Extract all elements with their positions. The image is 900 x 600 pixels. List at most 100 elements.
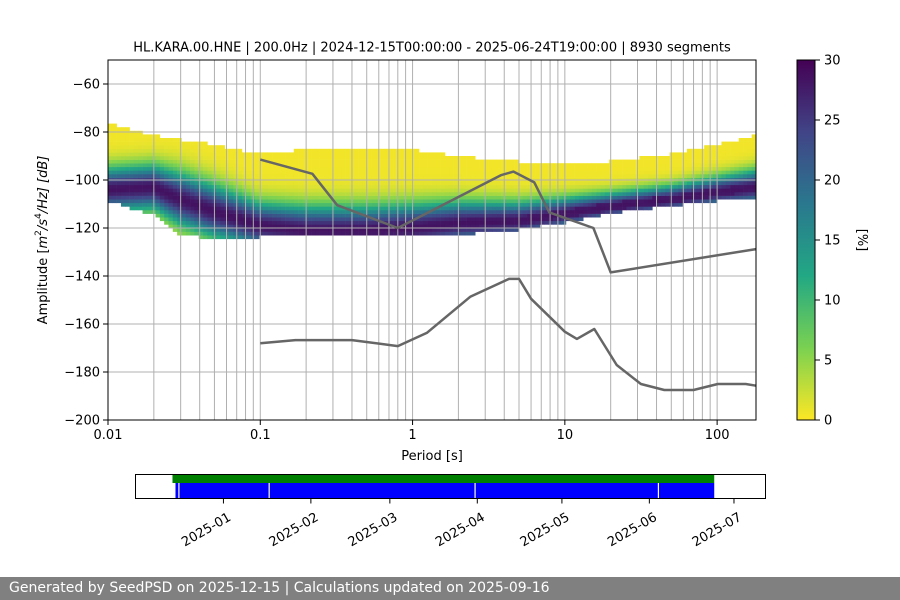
density-cell [479,217,485,222]
density-cell [501,220,506,225]
density-cell [159,195,165,200]
density-cell [254,206,260,211]
density-cell [241,217,247,222]
density-cell [120,199,126,204]
density-cell [263,217,269,222]
density-cell [276,181,282,186]
density-cell [298,163,303,168]
density-cell [241,210,247,214]
density-cell [168,159,174,164]
density-cell [406,228,411,232]
density-cell [354,224,359,229]
density-cell [531,220,536,225]
density-cell [475,166,480,171]
density-cell [419,174,424,178]
density-cell [267,224,273,229]
density-cell [311,192,316,196]
density-cell [241,192,247,196]
density-cell [241,202,247,207]
density-cell [540,220,545,225]
density-cell [626,199,632,204]
density-cell [185,145,191,150]
density-cell [285,199,290,204]
density-cell [643,163,649,168]
density-cell [216,231,221,236]
density-cell [561,192,567,196]
density-cell [401,231,407,236]
density-cell [181,174,187,178]
density-cell [717,145,722,150]
density-cell [293,159,299,164]
density-cell [138,163,143,168]
density-cell [367,184,372,189]
density-cell [436,170,441,175]
density-cell [298,159,303,164]
density-cell [259,174,264,178]
density-cell [328,213,333,218]
density-cell [492,163,498,168]
density-cell [354,188,359,193]
density-cell [228,224,234,229]
density-cell [116,174,122,178]
density-cell [514,220,519,225]
density-cell [518,166,524,171]
density-cell [457,210,463,214]
density-cell [501,170,506,175]
density-cell [129,199,135,204]
density-cell [237,199,243,204]
density-cell [285,217,290,222]
density-cell [246,228,251,232]
density-cell [682,170,688,175]
x-tick-label: 10 [557,428,574,443]
density-cell [108,192,113,196]
density-cell [272,231,277,236]
density-cell [751,134,757,139]
density-cell [686,156,692,160]
density-cell [440,170,446,175]
density-cell [272,166,277,171]
density-cell [138,195,143,200]
density-cell [436,210,441,214]
density-cell [596,170,601,175]
density-cell [198,220,204,225]
density-cell [198,199,204,204]
density-cell [220,206,225,211]
density-cell [406,210,411,214]
density-cell [686,181,692,186]
density-cell [375,213,381,218]
density-cell [362,170,368,175]
density-cell [743,174,748,178]
density-cell [263,210,269,214]
density-cell [617,199,623,204]
density-cell [164,170,169,175]
density-cell [168,163,174,168]
density-cell [280,188,286,193]
density-cell [311,202,316,207]
density-cell [552,163,558,168]
density-cell [496,181,502,186]
density-cell [470,195,476,200]
density-cell [289,213,295,218]
density-cell [669,152,675,157]
density-cell [509,163,515,168]
density-cell [129,159,135,164]
density-cell [527,166,532,171]
density-cell [660,188,666,193]
density-cell [293,163,299,168]
density-cell [540,192,545,196]
density-cell [133,145,139,150]
density-cell [142,210,148,214]
density-cell [142,184,148,189]
density-cell [220,199,225,204]
density-cell [639,206,644,211]
density-cell [535,202,541,207]
density-cell [198,210,204,214]
density-cell [725,181,731,186]
density-cell [177,166,182,171]
density-cell [483,217,489,222]
density-cell [190,188,195,193]
density-cell [548,170,554,175]
density-cell [220,156,225,160]
density-cell [298,220,303,225]
density-cell [660,181,666,186]
